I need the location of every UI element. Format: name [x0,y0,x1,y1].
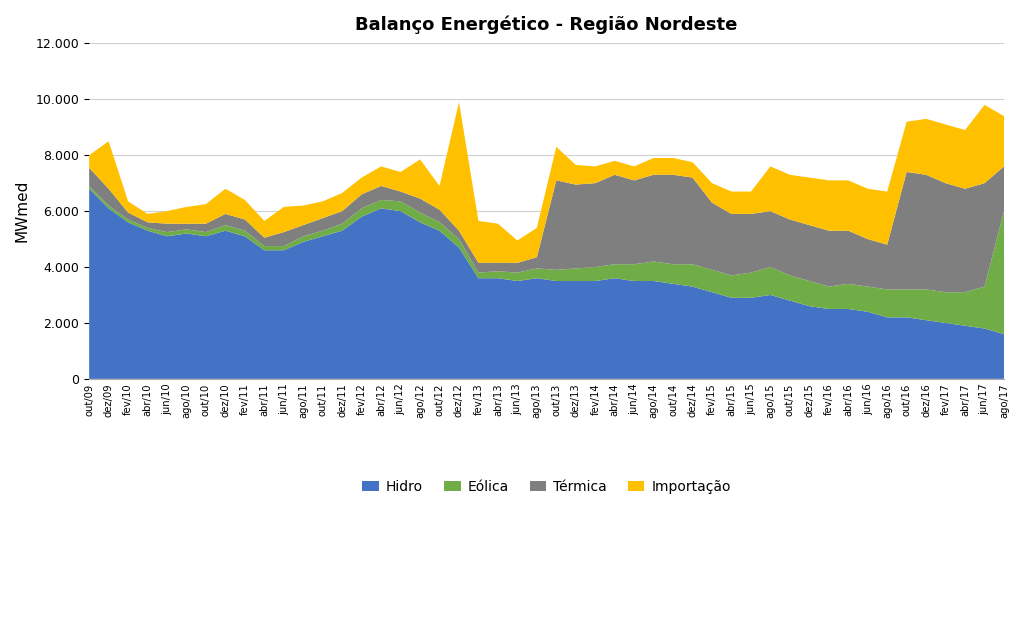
Legend: Hidro, Eólica, Térmica, Importação: Hidro, Eólica, Térmica, Importação [356,475,736,499]
Y-axis label: MWmed: MWmed [15,180,30,242]
Title: Balanço Energético - Região Nordeste: Balanço Energético - Região Nordeste [355,15,737,34]
